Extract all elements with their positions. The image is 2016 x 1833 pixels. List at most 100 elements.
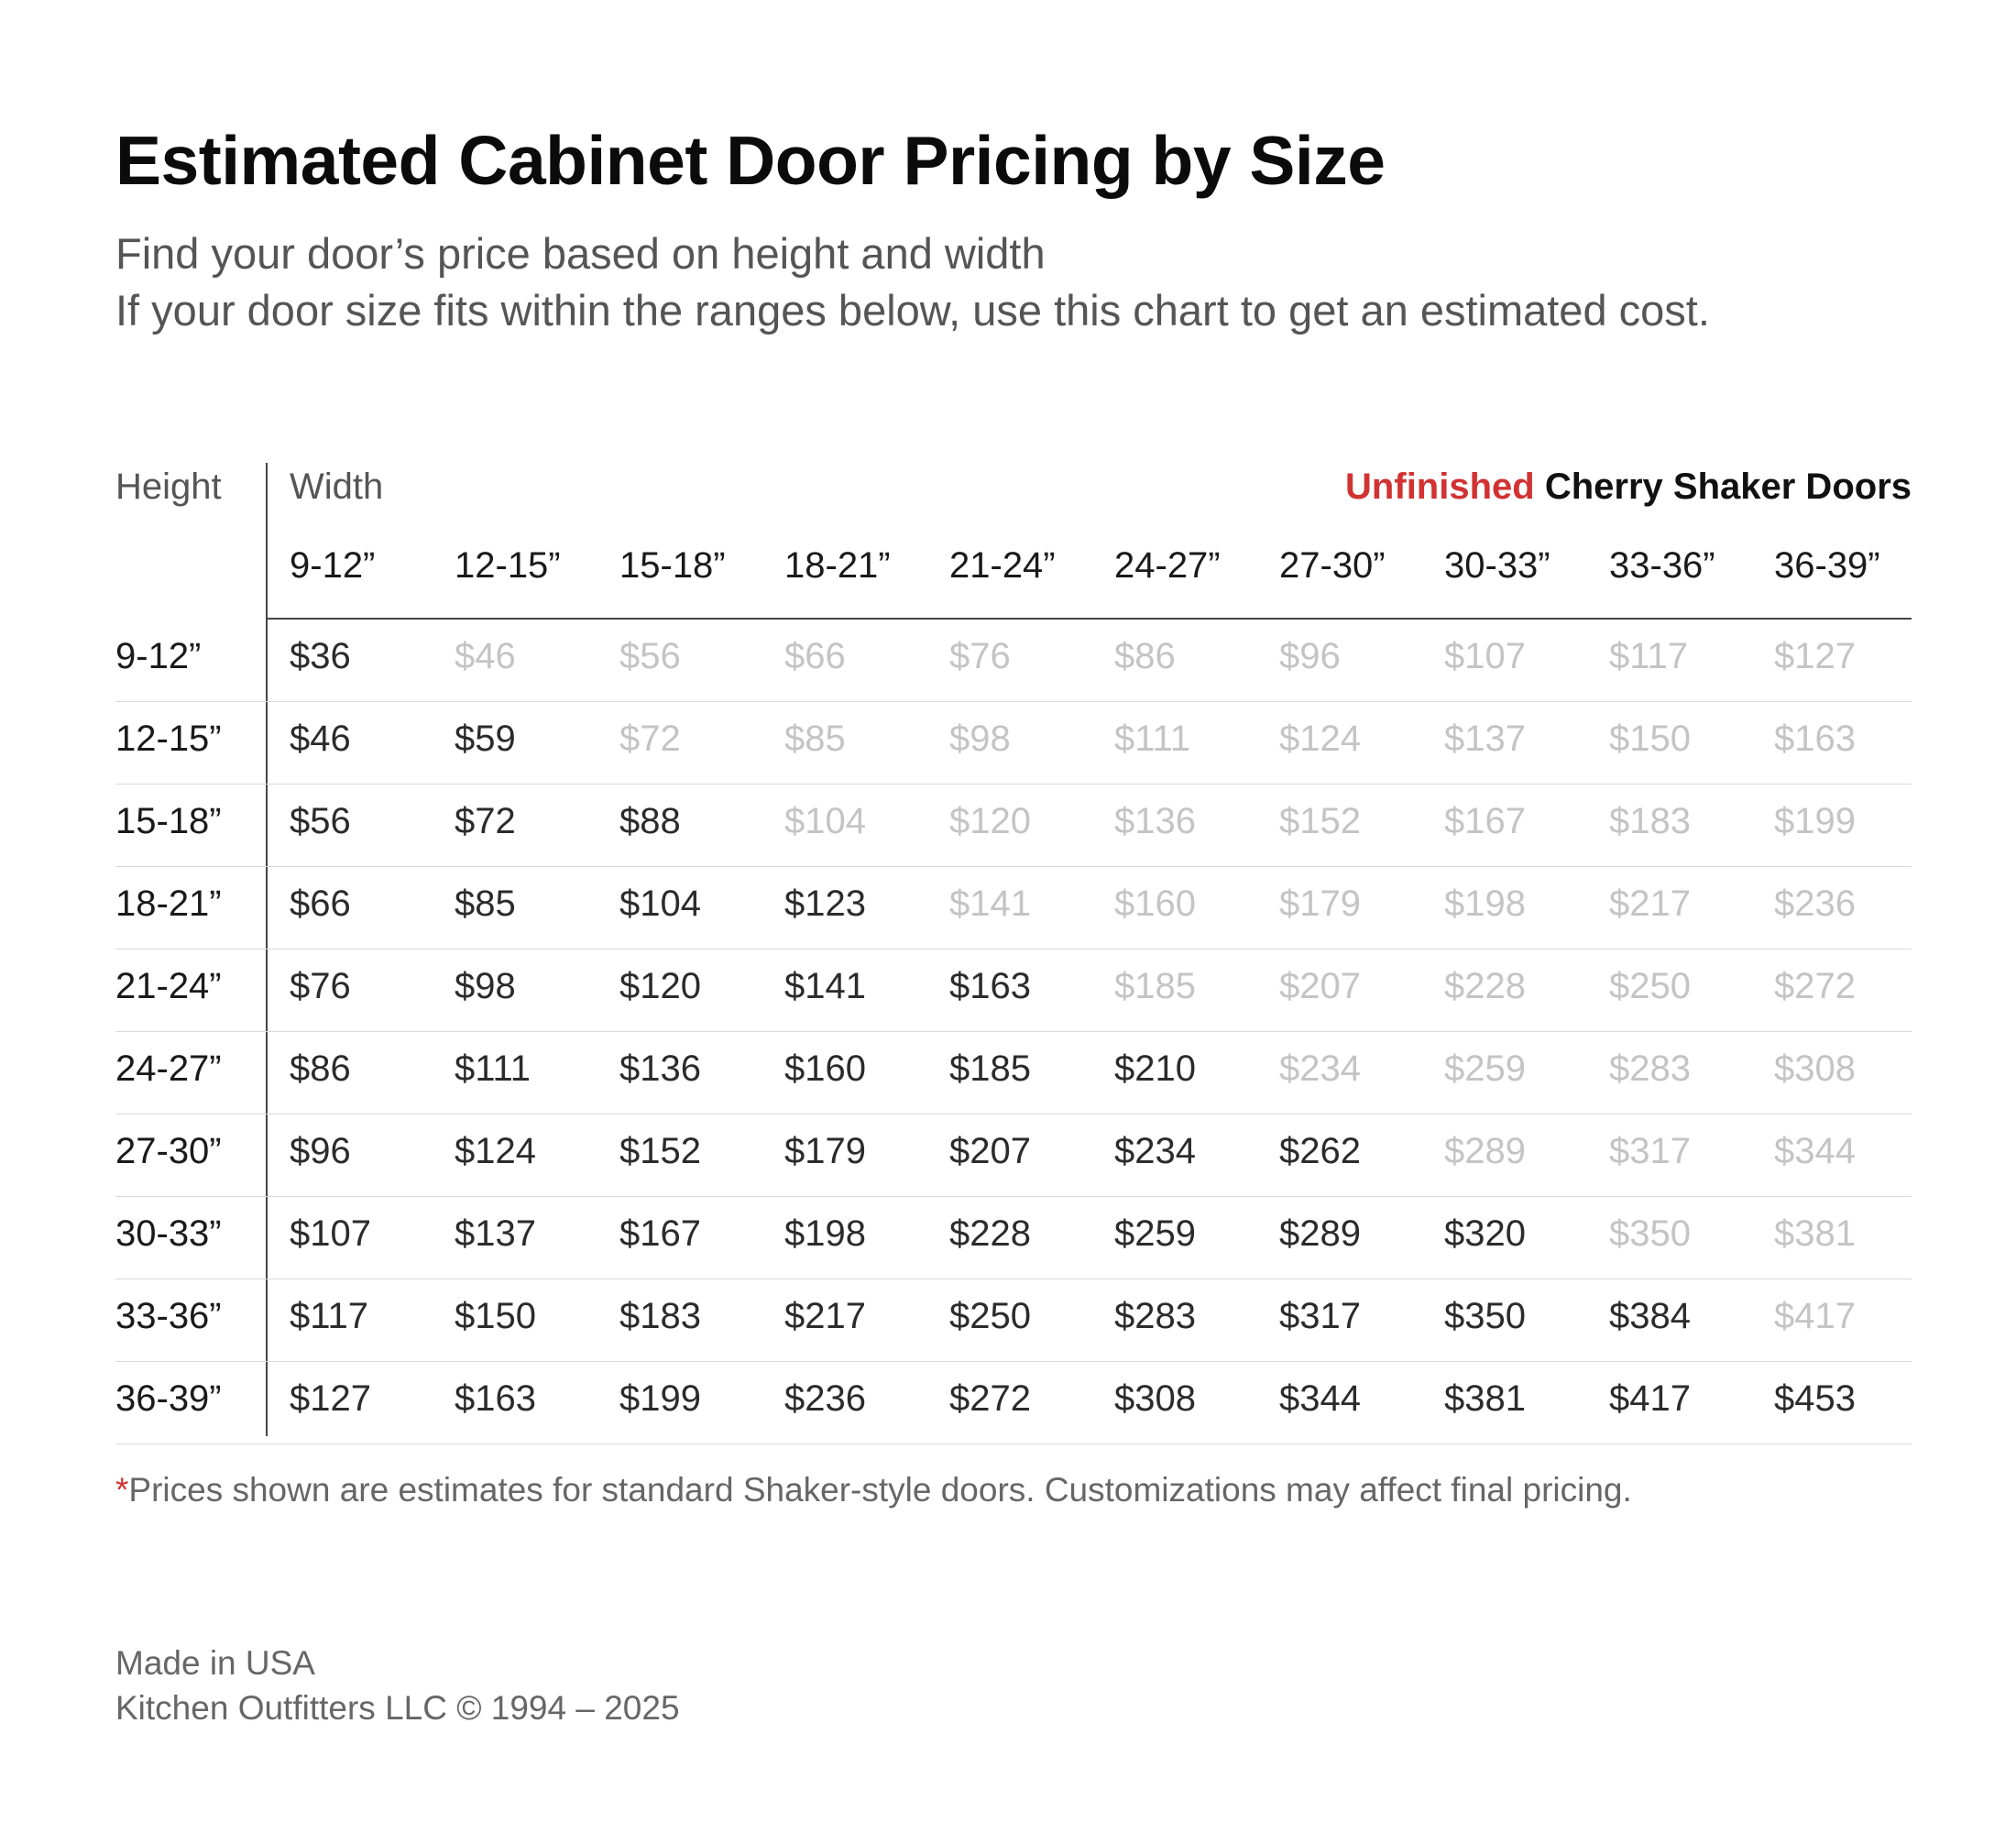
height-row-header: 30-33” [115,1213,222,1254]
table-header-top: Height Width Unfinished Cherry Shaker Do… [115,463,1912,536]
footnote: *Prices shown are estimates for standard… [115,1471,1632,1509]
height-row-header: 9-12” [115,636,202,676]
price-cell: $86 [1114,636,1176,676]
price-cell: $124 [1279,719,1361,759]
price-cell: $453 [1774,1378,1856,1419]
width-axis-label: Width [290,466,384,507]
price-cell: $36 [290,636,351,676]
price-cell: $107 [290,1213,371,1254]
price-cell: $127 [290,1378,371,1419]
price-cell: $272 [1774,966,1856,1006]
price-cell: $104 [784,801,866,841]
price-cell: $46 [455,636,516,676]
height-row-header: 21-24” [115,966,222,1006]
table-row: 24-27” $86 $111 $136 $160 $185 $210 $234 $259 $28… [115,1032,1912,1114]
price-cell: $179 [784,1131,866,1171]
price-cell: $199 [1774,801,1856,841]
price-cell: $236 [1774,884,1856,924]
price-cell: $117 [290,1296,369,1336]
width-column-headers: 9-12” 12-15” 15-18” 18-21” 21-24” 24-27” 27-30… [266,536,1912,620]
table-row: 18-21” $66 $85 $104 $123 $141 $160 $179 $198 $217… [115,867,1912,949]
table-body: 9-12” $36 $46 $56 $66 $76 $86 $96 $107 $117 $127 12… [115,620,1912,1444]
price-cell: $234 [1114,1131,1196,1171]
table-row: 12-15” $46 $59 $72 $85 $98 $111 $124 $137 $150 $16… [115,702,1912,785]
price-cell: $283 [1114,1296,1196,1336]
price-cell: $117 [1609,636,1689,676]
table-vertical-divider [266,463,268,1436]
price-cell: $320 [1444,1213,1526,1254]
width-column-header: 30-33” [1444,545,1550,586]
price-cell: $217 [784,1296,866,1336]
height-row-header: 12-15” [115,719,222,759]
price-cell: $185 [1114,966,1196,1006]
width-column-header: 24-27” [1114,545,1221,586]
footer: Made in USA Kitchen Outfitters LLC © 199… [115,1641,680,1730]
product-title-accent: Unfinished [1345,466,1535,507]
price-cell: $289 [1444,1131,1526,1171]
subtitle-line-1: Find your door’s price based on height a… [115,229,1046,278]
height-row-header: 24-27” [115,1048,222,1089]
pricing-table: Height Width Unfinished Cherry Shaker Do… [115,463,1912,1444]
price-cell: $198 [784,1213,866,1254]
product-title-rest: Cherry Shaker Doors [1544,466,1912,507]
price-cell: $163 [455,1378,536,1419]
price-cell: $262 [1279,1131,1361,1171]
price-cell: $283 [1609,1048,1691,1089]
price-cell: $66 [290,884,351,924]
price-cell: $350 [1609,1213,1691,1254]
page-title: Estimated Cabinet Door Pricing by Size [115,122,1386,199]
footer-made-in: Made in USA [115,1644,315,1682]
price-cell: $163 [949,966,1031,1006]
price-cell: $104 [619,884,701,924]
width-column-header: 9-12” [290,545,376,586]
price-cell: $72 [455,801,516,841]
price-cell: $120 [619,966,701,1006]
width-column-header: 12-15” [455,545,561,586]
price-cell: $259 [1444,1048,1526,1089]
width-column-header: 18-21” [784,545,891,586]
price-cell: $344 [1774,1131,1856,1171]
height-row-header: 33-36” [115,1296,222,1336]
width-column-header: 36-39” [1774,545,1880,586]
price-cell: $250 [1609,966,1691,1006]
price-cell: $207 [949,1131,1031,1171]
height-row-header: 36-39” [115,1378,222,1419]
price-cell: $185 [949,1048,1031,1089]
price-cell: $183 [1609,801,1691,841]
table-row: 36-39” $127 $163 $199 $236 $272 $308 $344 $381 $4… [115,1362,1912,1444]
price-cell: $198 [1444,884,1526,924]
price-cell: $98 [455,966,516,1006]
table-row: 9-12” $36 $46 $56 $66 $76 $86 $96 $107 $117 $127 [115,620,1912,702]
height-axis-label: Height [115,466,222,507]
price-cell: $137 [1444,719,1526,759]
price-cell: $234 [1279,1048,1361,1089]
price-cell: $136 [1114,801,1196,841]
product-title: Unfinished Cherry Shaker Doors [1345,466,1912,508]
price-cell: $120 [949,801,1031,841]
height-row-header: 15-18” [115,801,222,841]
price-cell: $56 [619,636,681,676]
price-cell: $88 [619,801,681,841]
price-cell: $272 [949,1378,1031,1419]
price-cell: $59 [455,719,516,759]
price-cell: $96 [1279,636,1341,676]
price-cell: $111 [1114,719,1191,759]
price-cell: $289 [1279,1213,1361,1254]
price-cell: $72 [619,719,681,759]
price-cell: $141 [949,884,1031,924]
width-column-header: 33-36” [1609,545,1715,586]
price-cell: $207 [1279,966,1361,1006]
price-cell: $417 [1609,1378,1691,1419]
subtitle-line-2: If your door size fits within the ranges… [115,286,1710,335]
table-row: 15-18” $56 $72 $88 $104 $120 $136 $152 $167 $183 $… [115,785,1912,867]
price-cell: $259 [1114,1213,1196,1254]
price-cell: $308 [1114,1378,1196,1419]
footnote-text: Prices shown are estimates for standard … [128,1471,1632,1509]
price-cell: $141 [784,966,866,1006]
price-cell: $199 [619,1378,701,1419]
price-cell: $210 [1114,1048,1196,1089]
price-cell: $137 [455,1213,536,1254]
price-cell: $76 [290,966,351,1006]
table-row: 21-24” $76 $98 $120 $141 $163 $185 $207 $228 $250… [115,949,1912,1032]
price-cell: $250 [949,1296,1031,1336]
